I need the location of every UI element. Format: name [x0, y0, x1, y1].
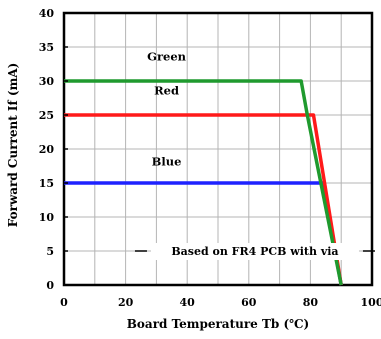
x-tick-label-100: 100	[361, 296, 381, 309]
series-label-green: Green	[147, 50, 187, 64]
y-tick-label-35: 35	[39, 41, 54, 54]
series-line-red	[64, 113, 343, 286]
y-tick-label-40: 40	[39, 7, 55, 20]
series-line-green	[64, 79, 343, 286]
x-axis-label: Board Temperature Tb (℃)	[127, 317, 309, 331]
y-tick-label-0: 0	[46, 279, 54, 292]
y-tick-label-20: 20	[39, 143, 55, 156]
y-tick-label-5: 5	[46, 245, 54, 258]
y-tick-label-25: 25	[39, 109, 54, 122]
y-tick-label-30: 30	[39, 75, 55, 88]
tick-labels: 0 5 10 15 20 25 30 35 40 0 20 40 60 80 100	[39, 7, 381, 309]
y-tick-label-15: 15	[39, 177, 54, 190]
x-tick-label-20: 20	[118, 296, 134, 309]
annotation-background-0	[150, 243, 359, 260]
y-axis-label: Forward Current If (mA)	[6, 63, 20, 228]
x-tick-label-80: 80	[303, 296, 319, 309]
series-label-red: Red	[154, 84, 179, 98]
series-line-blue	[64, 181, 343, 286]
x-tick-label-40: 40	[180, 296, 196, 309]
annotation-text-0: Based on FR4 PCB with via	[171, 245, 338, 258]
x-tick-label-60: 60	[241, 296, 257, 309]
series-labels: Green Red Blue Based on FR4 PCB with via	[134, 50, 375, 260]
series-label-blue: Blue	[152, 154, 182, 168]
x-tick-label-0: 0	[60, 296, 68, 309]
y-tick-label-10: 10	[39, 211, 55, 224]
